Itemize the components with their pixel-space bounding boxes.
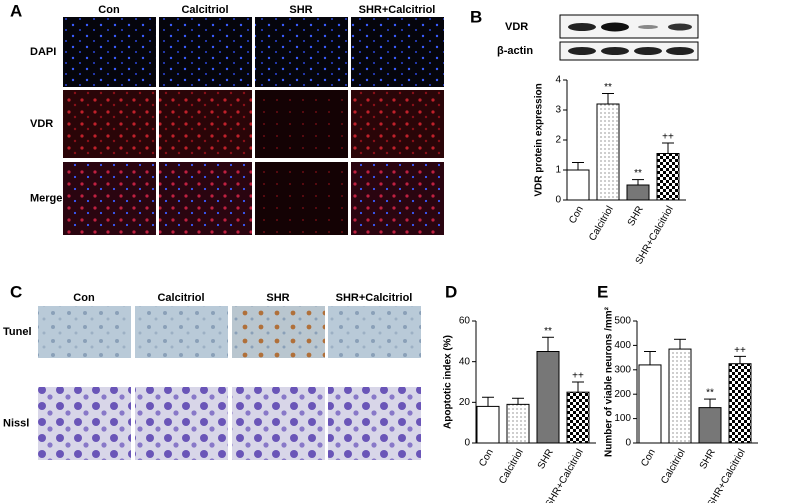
bar	[656, 153, 680, 201]
micrograph	[232, 306, 325, 358]
column-label: Calcitriol	[157, 292, 204, 304]
micrograph	[351, 17, 444, 87]
micrograph	[159, 162, 252, 235]
band	[568, 23, 596, 31]
row-label: Tunel	[3, 326, 32, 338]
bar	[668, 348, 692, 444]
y-axis-label: Number of viable neurons /mm²	[604, 306, 615, 457]
column-label: Con	[98, 4, 120, 16]
panel-label: A	[10, 1, 22, 20]
y-tick-label: 60	[459, 316, 471, 327]
band	[638, 25, 658, 29]
y-tick-label: 500	[614, 316, 631, 327]
x-tick-label: Con	[639, 447, 658, 468]
y-tick-label: 100	[614, 413, 631, 424]
x-tick-label: SHR	[536, 447, 556, 471]
column-label: Calcitriol	[181, 4, 228, 16]
y-tick-label: 2	[555, 135, 561, 146]
significance: ++	[572, 371, 584, 382]
x-tick-label: Con	[477, 447, 496, 468]
panel-label: D	[445, 282, 457, 301]
column-label: SHR	[266, 292, 289, 304]
band	[601, 22, 629, 32]
y-axis-label: VDR protein expression	[534, 83, 545, 196]
x-tick-label: SHR	[698, 447, 718, 471]
row-label: VDR	[30, 118, 53, 130]
significance: **	[604, 82, 612, 93]
micrograph	[255, 90, 348, 158]
micrograph	[255, 162, 348, 235]
y-tick-label: 0	[555, 195, 561, 206]
micrograph	[135, 387, 228, 460]
x-tick-label: Calcitriol	[587, 204, 616, 243]
actin-bands	[568, 47, 694, 55]
column-label: SHR+Calcitriol	[359, 4, 436, 16]
row-label: DAPI	[30, 46, 56, 58]
bar	[596, 103, 620, 201]
micrograph	[159, 17, 252, 87]
bar	[638, 364, 662, 444]
bar	[506, 403, 530, 444]
micrograph	[38, 387, 131, 460]
panel-label: B	[470, 7, 482, 26]
significance: ++	[662, 132, 674, 143]
micrograph	[351, 162, 444, 235]
y-tick-label: 3	[555, 105, 561, 116]
blot-box	[559, 14, 699, 39]
y-tick-label: 200	[614, 389, 631, 400]
micrograph	[135, 306, 228, 358]
column-label: SHR+Calcitriol	[336, 292, 413, 304]
micrograph	[255, 17, 348, 87]
micrograph	[328, 306, 421, 358]
significance: **	[706, 388, 714, 399]
x-tick-label: Calcitriol	[497, 447, 526, 486]
x-tick-label: SHR	[626, 204, 646, 228]
bar	[698, 407, 722, 444]
y-tick-label: 0	[464, 438, 470, 449]
y-tick-label: 1	[555, 165, 561, 176]
column-label: SHR	[289, 4, 312, 16]
band	[668, 23, 692, 31]
micrograph	[63, 90, 156, 158]
y-axis-label: Apoptotic index (%)	[443, 335, 454, 429]
bar	[566, 391, 590, 444]
significance: **	[634, 168, 642, 179]
significance: ++	[734, 345, 746, 356]
bar	[728, 363, 752, 444]
y-tick-label: 20	[459, 397, 471, 408]
x-tick-label: Con	[567, 204, 586, 225]
micrograph	[351, 90, 444, 158]
blot-label: β-actin	[497, 45, 533, 57]
row-label: Merge	[30, 192, 62, 204]
row-label: Nissl	[3, 417, 29, 429]
y-tick-label: 300	[614, 364, 631, 375]
micrograph	[38, 306, 131, 358]
micrograph	[63, 17, 156, 87]
y-tick-label: 4	[555, 75, 561, 86]
bar	[566, 169, 590, 201]
micrograph	[232, 387, 325, 460]
micrograph	[159, 90, 252, 158]
bar	[476, 405, 500, 444]
y-tick-label: 400	[614, 340, 631, 351]
y-tick-label: 40	[459, 356, 471, 367]
blot-label: VDR	[505, 21, 528, 33]
panel-label: E	[597, 282, 608, 301]
significance: **	[544, 326, 552, 337]
micrograph	[328, 387, 421, 460]
x-tick-label: Calcitriol	[659, 447, 688, 486]
panel-label: C	[10, 282, 22, 301]
column-label: Con	[73, 292, 95, 304]
micrograph	[63, 162, 156, 235]
y-tick-label: 0	[625, 438, 631, 449]
bar	[536, 351, 560, 444]
bar	[626, 184, 650, 201]
